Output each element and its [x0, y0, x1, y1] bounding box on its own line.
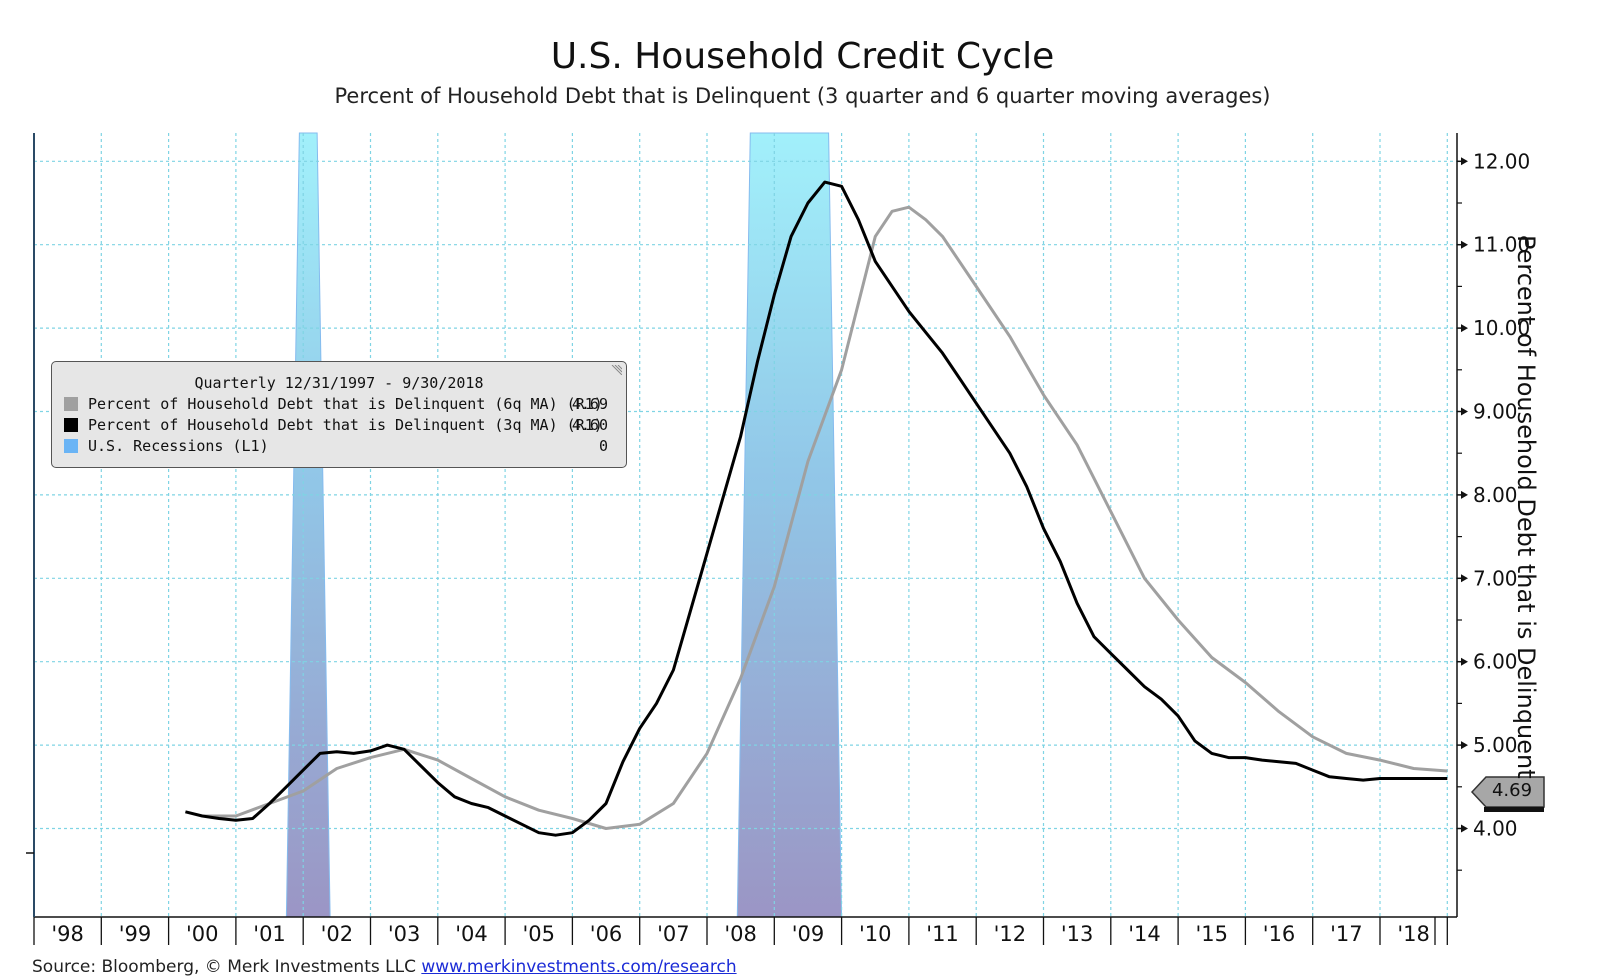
- x-tick-label: '06: [590, 922, 623, 946]
- y-tick-arrow: [1461, 657, 1468, 666]
- x-tick-label: '01: [253, 922, 286, 946]
- legend-title: Quarterly 12/31/1997 - 9/30/2018: [194, 374, 484, 392]
- legend-entry: Percent of Household Debt that is Delinq…: [64, 395, 614, 415]
- x-tick-label: '13: [1061, 922, 1094, 946]
- legend-value: 4.69: [571, 395, 608, 413]
- x-tick-label: '12: [994, 922, 1027, 946]
- y-tick-arrow: [1461, 157, 1468, 166]
- legend-label: Percent of Household Debt that is Delinq…: [88, 395, 603, 413]
- last-value-marker: [1470, 776, 1545, 808]
- x-tick-label: '08: [724, 922, 757, 946]
- source-link[interactable]: www.merkinvestments.com/research: [421, 957, 737, 977]
- y-tick-arrow: [1461, 324, 1468, 333]
- x-tick-label: '18: [1397, 922, 1430, 946]
- x-tick-label: '03: [388, 922, 421, 946]
- chart-subtitle: Percent of Household Debt that is Delinq…: [334, 84, 1271, 108]
- series-line: [185, 180, 1448, 837]
- x-tick-label: '05: [523, 922, 556, 946]
- y-tick-label: 10.00: [1473, 316, 1530, 340]
- legend-label: U.S. Recessions (L1): [88, 437, 269, 455]
- y-tick-arrow: [1461, 741, 1468, 750]
- legend-box[interactable]: Quarterly 12/31/1997 - 9/30/2018 Percent…: [51, 361, 627, 468]
- y-tick-arrow: [1461, 407, 1468, 416]
- legend-entry: Percent of Household Debt that is Delinq…: [64, 416, 614, 436]
- last-value-label: 4.69: [1491, 780, 1533, 801]
- x-tick-label: '14: [1128, 922, 1161, 946]
- tick-labels: 12.00 11.00 10.00 9.00 8.00 7.00 6.00 5.00 4.00 '…: [51, 149, 1530, 946]
- y-tick-label: 9.00: [1473, 400, 1518, 424]
- x-tick-label: '11: [926, 922, 959, 946]
- legend-swatch-gray: [64, 397, 78, 411]
- y-axis-label: Percent of Household Debt that is Delinq…: [1512, 235, 1540, 779]
- legend-swatch-black: [64, 418, 78, 432]
- x-tick-label: '98: [51, 922, 84, 946]
- x-tick-label: '16: [1263, 922, 1296, 946]
- resize-grip-icon[interactable]: [610, 365, 622, 375]
- x-tick-label: '09: [792, 922, 825, 946]
- series-lines: [185, 180, 1448, 837]
- y-tick-arrow: [1461, 490, 1468, 499]
- source-note: Source: Bloomberg, © Merk Investments LL…: [32, 957, 737, 977]
- recession-bands: [285, 132, 843, 918]
- y-tick-arrow: [1461, 824, 1468, 833]
- y-tick-label: 5.00: [1473, 733, 1518, 757]
- chart-title: U.S. Household Credit Cycle: [550, 36, 1055, 77]
- y-tick-label: 12.00: [1473, 149, 1530, 173]
- x-tick-label: '07: [657, 922, 690, 946]
- y-tick-label: 8.00: [1473, 483, 1518, 507]
- legend-value: 4.60: [571, 416, 608, 434]
- y-tick-label: 7.00: [1473, 566, 1518, 590]
- legend-entry: U.S. Recessions (L1) 0: [64, 437, 614, 457]
- x-tick-label: '15: [1196, 922, 1229, 946]
- y-tick-arrow: [1461, 574, 1468, 583]
- y-tick-label: 4.00: [1473, 817, 1518, 841]
- axes: [26, 133, 1468, 945]
- legend-label: Percent of Household Debt that is Delinq…: [88, 416, 603, 434]
- legend-value: 0: [598, 437, 608, 455]
- legend-swatch-blue: [64, 439, 78, 453]
- last-value-marker-shadow: [1484, 807, 1544, 812]
- y-tick-arrow: [1461, 240, 1468, 249]
- x-tick-label: '02: [321, 922, 354, 946]
- series-line: [202, 205, 1448, 830]
- x-tick-label: '10: [859, 922, 892, 946]
- y-tick-label: 11.00: [1473, 233, 1530, 257]
- recession-band: [285, 132, 331, 918]
- source-text: Source: Bloomberg, © Merk Investments LL…: [32, 957, 416, 977]
- y-tick-label: 6.00: [1473, 650, 1518, 674]
- x-tick-label: '17: [1330, 922, 1363, 946]
- x-tick-label: '00: [186, 922, 219, 946]
- x-tick-label: '99: [119, 922, 152, 946]
- x-tick-label: '04: [455, 922, 488, 946]
